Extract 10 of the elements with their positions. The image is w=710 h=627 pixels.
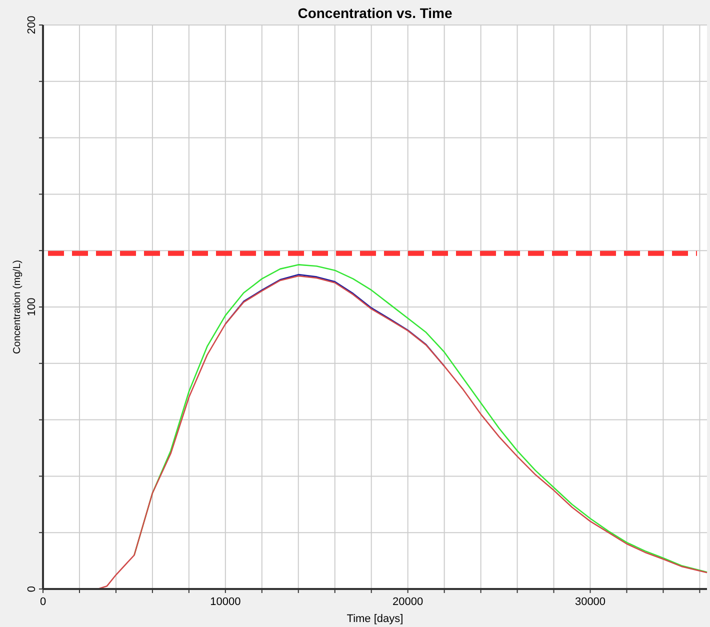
y-tick-label: 0	[26, 586, 38, 592]
y-axis-title: Concentration (mg/L)	[12, 260, 23, 354]
y-tick-label: 200	[26, 16, 38, 34]
x-tick-label: 30000	[574, 596, 606, 608]
x-tick-label: 10000	[210, 596, 241, 608]
y-tick-label: 100	[26, 298, 38, 316]
x-tick-label: 20000	[392, 596, 424, 608]
x-tick-label: 0	[40, 596, 46, 608]
chart-title: Concentration vs. Time	[298, 5, 452, 21]
x-axis-title: Time [days]	[346, 613, 404, 625]
